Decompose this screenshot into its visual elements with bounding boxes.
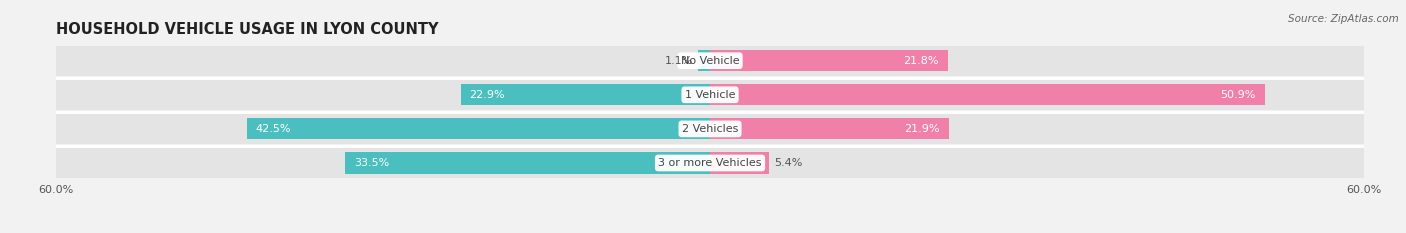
Text: No Vehicle: No Vehicle (681, 56, 740, 66)
Text: 1 Vehicle: 1 Vehicle (685, 90, 735, 100)
Bar (710, 50, 948, 71)
Bar (461, 84, 710, 105)
Bar (710, 84, 1264, 105)
Text: 21.8%: 21.8% (904, 56, 939, 66)
Text: Source: ZipAtlas.com: Source: ZipAtlas.com (1288, 14, 1399, 24)
Text: 1.1%: 1.1% (665, 56, 693, 66)
Bar (710, 118, 949, 140)
Text: 33.5%: 33.5% (354, 158, 389, 168)
Bar (710, 152, 769, 174)
Text: 3 or more Vehicles: 3 or more Vehicles (658, 158, 762, 168)
Text: 21.9%: 21.9% (904, 124, 941, 134)
Bar (344, 152, 710, 174)
Text: 5.4%: 5.4% (775, 158, 803, 168)
Text: 22.9%: 22.9% (470, 90, 505, 100)
Text: HOUSEHOLD VEHICLE USAGE IN LYON COUNTY: HOUSEHOLD VEHICLE USAGE IN LYON COUNTY (56, 22, 439, 37)
Bar (56, 114, 1364, 144)
Bar (697, 50, 710, 71)
Bar (56, 148, 1364, 178)
Text: 50.9%: 50.9% (1220, 90, 1256, 100)
Bar (56, 46, 1364, 76)
Bar (56, 80, 1364, 110)
Text: 2 Vehicles: 2 Vehicles (682, 124, 738, 134)
Text: 42.5%: 42.5% (256, 124, 291, 134)
Bar (247, 118, 710, 140)
